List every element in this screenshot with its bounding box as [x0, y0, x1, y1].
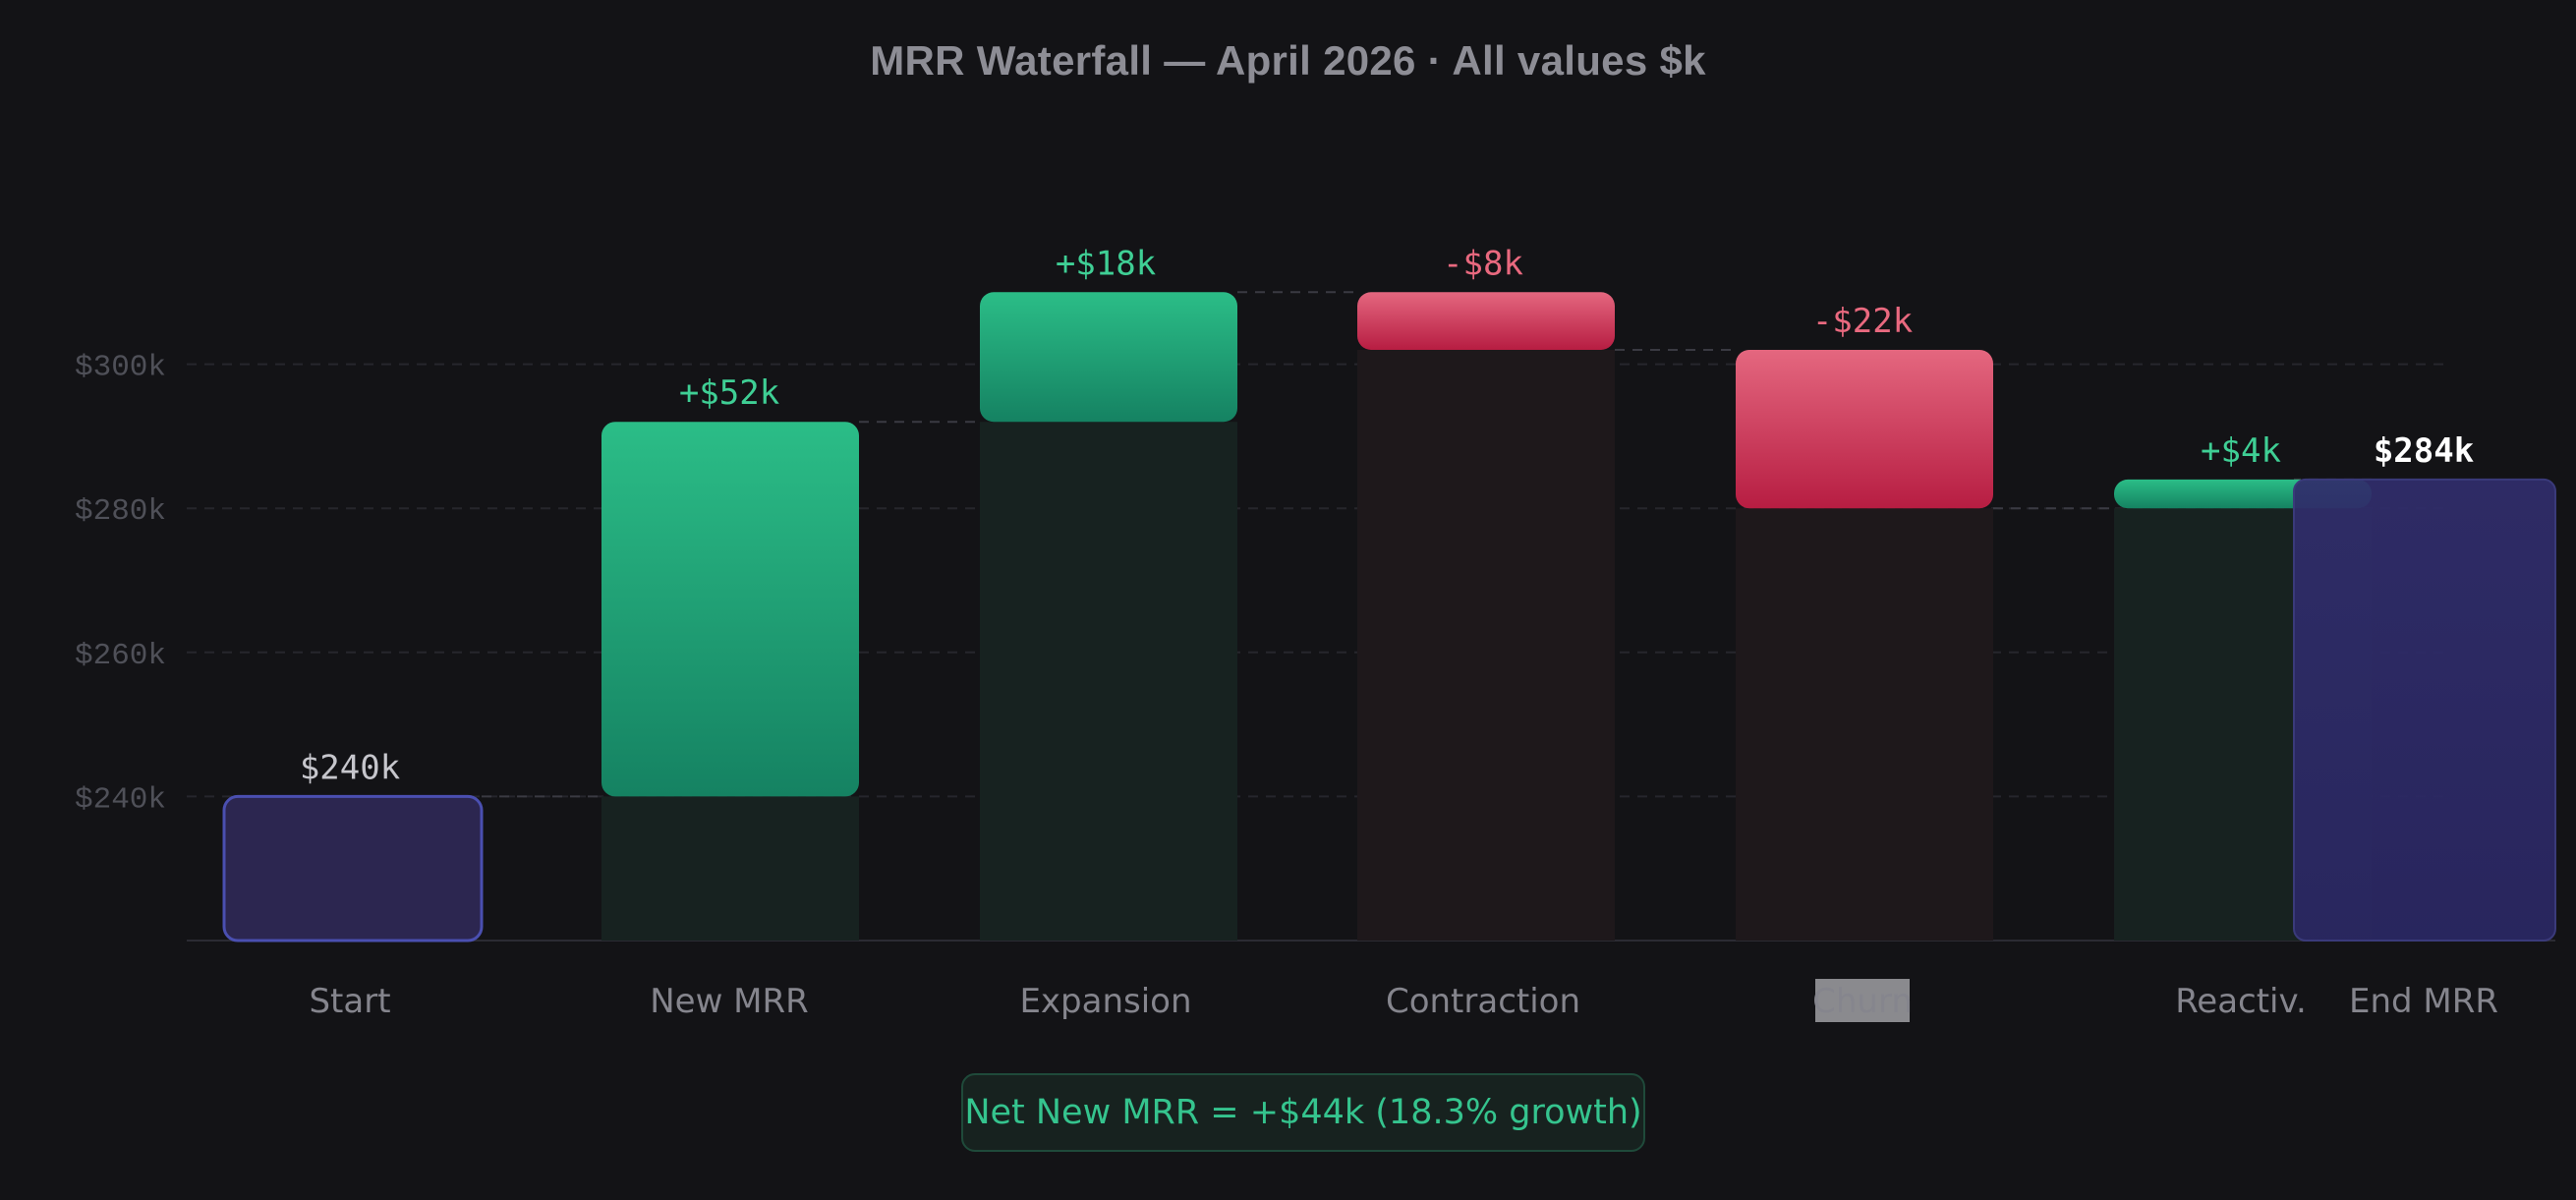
- ghost-column: [601, 796, 859, 941]
- category-label: New MRR: [650, 982, 809, 1021]
- net-new-mrr-badge: Net New MRR = +$44k (18.3% growth): [961, 1073, 1645, 1152]
- value-label: +$4k: [2201, 431, 2281, 471]
- chart-title: MRR Waterfall — April 2026 · All values …: [870, 37, 1706, 84]
- increase-bar: [980, 292, 1237, 423]
- y-tick-label: $240k: [75, 782, 166, 817]
- value-label: -$22k: [1812, 302, 1913, 341]
- end-total-bar: [2293, 478, 2556, 942]
- category-label: Churn: [1812, 982, 1913, 1021]
- decrease-bar: [1736, 349, 1993, 509]
- y-tick-label: $280k: [75, 494, 166, 529]
- category-label: Expansion: [1019, 982, 1191, 1021]
- value-label: $240k: [300, 748, 400, 787]
- decrease-bar: [1357, 292, 1615, 350]
- y-tick-label: $260k: [75, 639, 166, 673]
- ghost-column: [1736, 508, 1993, 941]
- value-label: -$8k: [1443, 244, 1523, 283]
- start-total-bar: [222, 794, 484, 943]
- category-highlight: [1815, 979, 1910, 1022]
- ghost-column: [980, 422, 1237, 941]
- category-label: Reactiv.: [2175, 982, 2307, 1021]
- category-label: Start: [309, 982, 390, 1021]
- increase-bar: [601, 422, 859, 797]
- y-tick-label: $300k: [75, 351, 166, 385]
- category-label: End MRR: [2349, 982, 2498, 1021]
- ghost-column: [1357, 349, 1615, 941]
- category-label: Contraction: [1386, 982, 1580, 1021]
- value-label: +$18k: [1056, 244, 1156, 283]
- value-label: $284k: [2374, 431, 2474, 471]
- value-label: +$52k: [679, 373, 779, 413]
